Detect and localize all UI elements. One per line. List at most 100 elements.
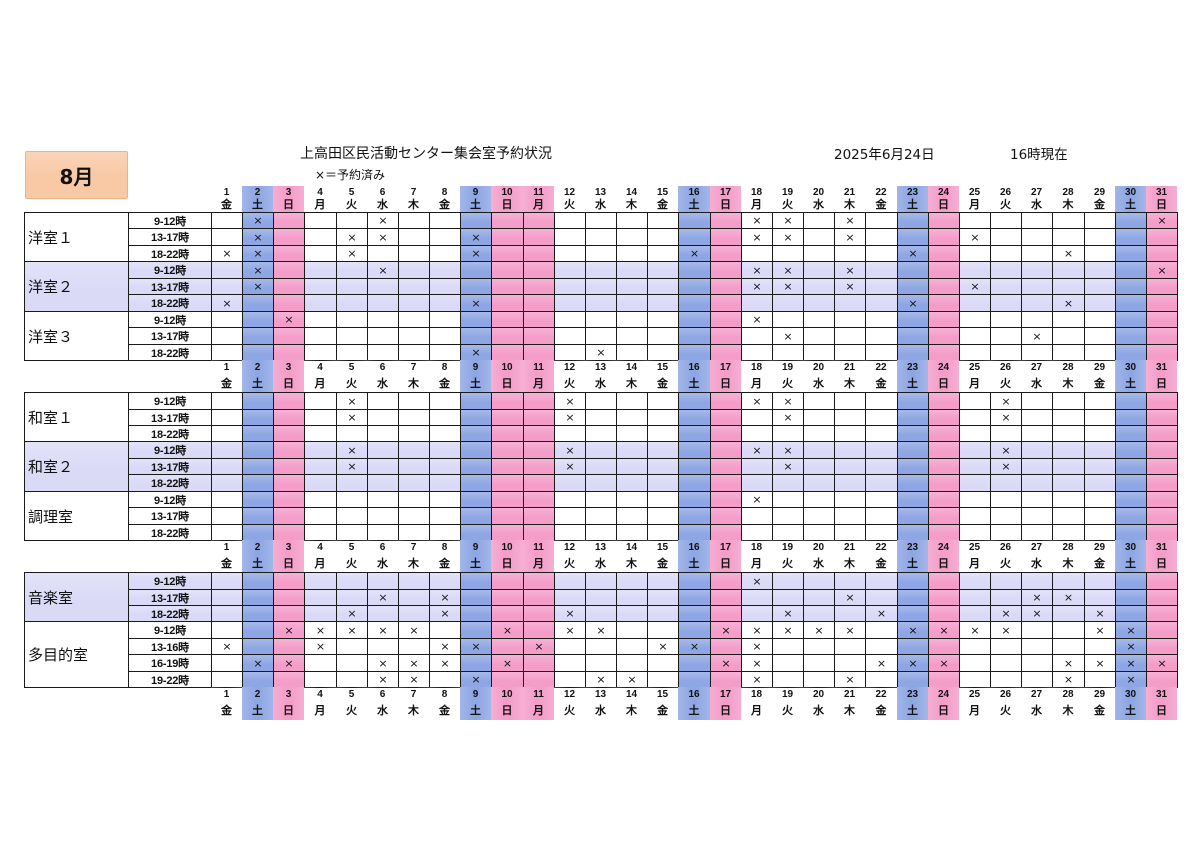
reservation-cell — [897, 589, 929, 606]
reservation-cell — [772, 572, 804, 590]
reservation-cell: × — [429, 638, 461, 655]
reserved-mark: × — [471, 673, 481, 686]
reservation-cell — [803, 474, 835, 492]
reservation-cell — [990, 344, 1022, 361]
reservation-cell — [304, 245, 337, 262]
reservation-cell — [1021, 441, 1053, 459]
reservation-cell — [990, 507, 1022, 525]
weekday-label: 金 — [439, 199, 450, 211]
reserved-mark: × — [347, 247, 357, 260]
day-number: 3 — [285, 689, 292, 701]
reservation-cell: × — [585, 621, 617, 639]
reservation-cell — [928, 212, 960, 229]
reservation-cell — [523, 524, 555, 541]
day-header-cell: 26 火 — [990, 186, 1021, 212]
reservation-cell — [211, 441, 243, 459]
reservation-cell — [616, 344, 648, 361]
reservation-cell — [678, 458, 711, 475]
reservation-cell — [741, 524, 773, 541]
reservation-cell — [367, 507, 399, 525]
reservation-cell — [959, 507, 991, 525]
reservation-cell — [616, 212, 648, 229]
reservation-cell — [803, 294, 835, 312]
reservation-cell — [336, 311, 368, 328]
reservation-cell: × — [741, 441, 773, 459]
reservation-cell — [554, 474, 586, 492]
reservation-cell — [1021, 654, 1053, 672]
day-number: 4 — [317, 689, 323, 701]
time-slot-label: 13-17時 — [128, 589, 212, 606]
day-header-cell: 24 日 — [928, 687, 959, 720]
reservation-cell — [616, 327, 648, 345]
reservation-cell — [710, 507, 742, 525]
reservation-cell: × — [585, 671, 617, 688]
day-header-cell: 23 土 — [897, 687, 928, 720]
day-header-cell: 10 日 — [491, 540, 523, 572]
reservation-cell — [304, 524, 337, 541]
weekday-label: 土 — [470, 377, 481, 390]
reservation-cell — [1052, 524, 1085, 541]
reservation-cell — [865, 474, 898, 492]
reservation-cell — [211, 491, 243, 508]
reservation-cell — [647, 409, 679, 426]
day-header-cell: 30 土 — [1115, 540, 1146, 572]
reservation-cell: × — [554, 409, 586, 426]
reservation-cell — [803, 228, 835, 246]
reservation-cell — [990, 228, 1022, 246]
reservation-cell — [367, 327, 399, 345]
reservation-cell: × — [710, 621, 742, 639]
reservation-cell: × — [741, 311, 773, 328]
reservation-cell — [710, 311, 742, 328]
reservation-cell — [429, 425, 461, 442]
reservation-cell — [491, 474, 524, 492]
reservation-cell — [834, 507, 866, 525]
day-number: 20 — [812, 542, 825, 553]
reserved-mark: × — [876, 607, 887, 620]
reservation-cell: × — [834, 261, 866, 279]
reservation-cell — [211, 228, 243, 246]
day-number: 16 — [688, 689, 700, 701]
reservation-cell — [834, 392, 866, 410]
reservation-cell — [398, 245, 430, 262]
reservation-cell: × — [242, 261, 274, 279]
reservation-cell — [897, 507, 929, 525]
reservation-cell — [772, 507, 804, 525]
day-number: 21 — [843, 362, 856, 373]
reservation-cell — [585, 327, 617, 345]
reservation-cell — [429, 311, 461, 328]
reservation-cell — [1052, 409, 1085, 426]
reservation-cell: × — [1021, 589, 1053, 606]
time-slot-label: 18-22時 — [128, 524, 212, 541]
reservation-cell — [865, 458, 898, 475]
reserved-mark: × — [908, 623, 918, 637]
reservation-cell: × — [897, 245, 929, 262]
time-slot-label: 9-12時 — [128, 621, 212, 639]
reservation-cell — [741, 409, 773, 426]
reservation-cell — [616, 228, 648, 246]
weekday-label: 金 — [875, 199, 887, 211]
day-number: 9 — [472, 362, 479, 373]
reservation-cell — [211, 311, 243, 328]
reservation-cell — [616, 589, 648, 606]
reservation-cell — [710, 245, 742, 262]
reservation-cell — [647, 278, 679, 295]
day-header-cell: 14 木 — [616, 540, 647, 572]
reservation-cell — [959, 638, 991, 655]
weekday-label: 金 — [657, 705, 668, 718]
day-header-cell: 24 日 — [928, 360, 959, 392]
day-number: 12 — [563, 689, 576, 701]
reservation-cell — [1021, 491, 1053, 508]
reserved-mark: × — [752, 230, 762, 244]
reservation-cell: × — [865, 605, 898, 622]
reservation-cell — [1115, 605, 1147, 622]
day-header-cell: 13 水 — [585, 687, 616, 720]
reservation-cell — [367, 425, 399, 442]
reservation-cell — [990, 638, 1022, 655]
day-number: 5 — [348, 689, 355, 701]
reservation-cell: × — [273, 654, 305, 672]
reservation-cell — [1115, 474, 1147, 492]
